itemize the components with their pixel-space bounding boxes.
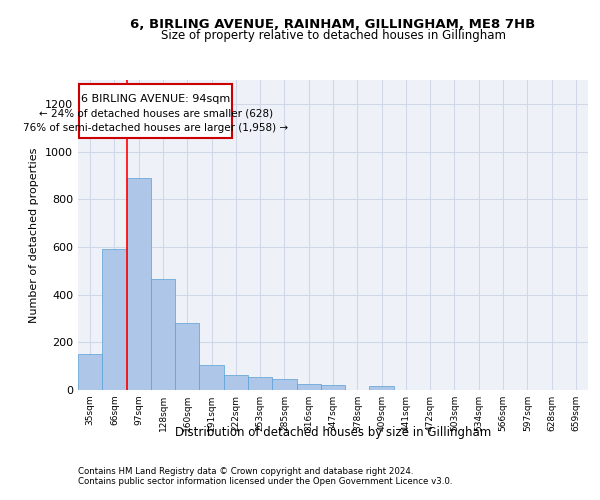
Bar [151,279,175,390]
Bar [102,250,127,390]
Text: Contains public sector information licensed under the Open Government Licence v3: Contains public sector information licen… [78,477,452,486]
Text: ← 24% of detached houses are smaller (628): ← 24% of detached houses are smaller (62… [38,108,273,118]
Bar [127,178,151,390]
Bar [370,386,394,390]
Text: Contains HM Land Registry data © Crown copyright and database right 2024.: Contains HM Land Registry data © Crown c… [78,467,413,476]
Text: 76% of semi-detached houses are larger (1,958) →: 76% of semi-detached houses are larger (… [23,123,288,133]
Bar [175,323,199,390]
Text: Size of property relative to detached houses in Gillingham: Size of property relative to detached ho… [161,29,506,42]
Bar [78,354,102,390]
Bar [321,385,345,390]
Text: Distribution of detached houses by size in Gillingham: Distribution of detached houses by size … [175,426,491,439]
Text: 6, BIRLING AVENUE, RAINHAM, GILLINGHAM, ME8 7HB: 6, BIRLING AVENUE, RAINHAM, GILLINGHAM, … [130,18,536,30]
Bar [296,384,321,390]
Bar [224,374,248,390]
Bar [199,365,224,390]
Bar [272,380,296,390]
Bar [248,377,272,390]
FancyBboxPatch shape [79,84,232,138]
Text: 6 BIRLING AVENUE: 94sqm: 6 BIRLING AVENUE: 94sqm [81,94,230,104]
Y-axis label: Number of detached properties: Number of detached properties [29,148,40,322]
